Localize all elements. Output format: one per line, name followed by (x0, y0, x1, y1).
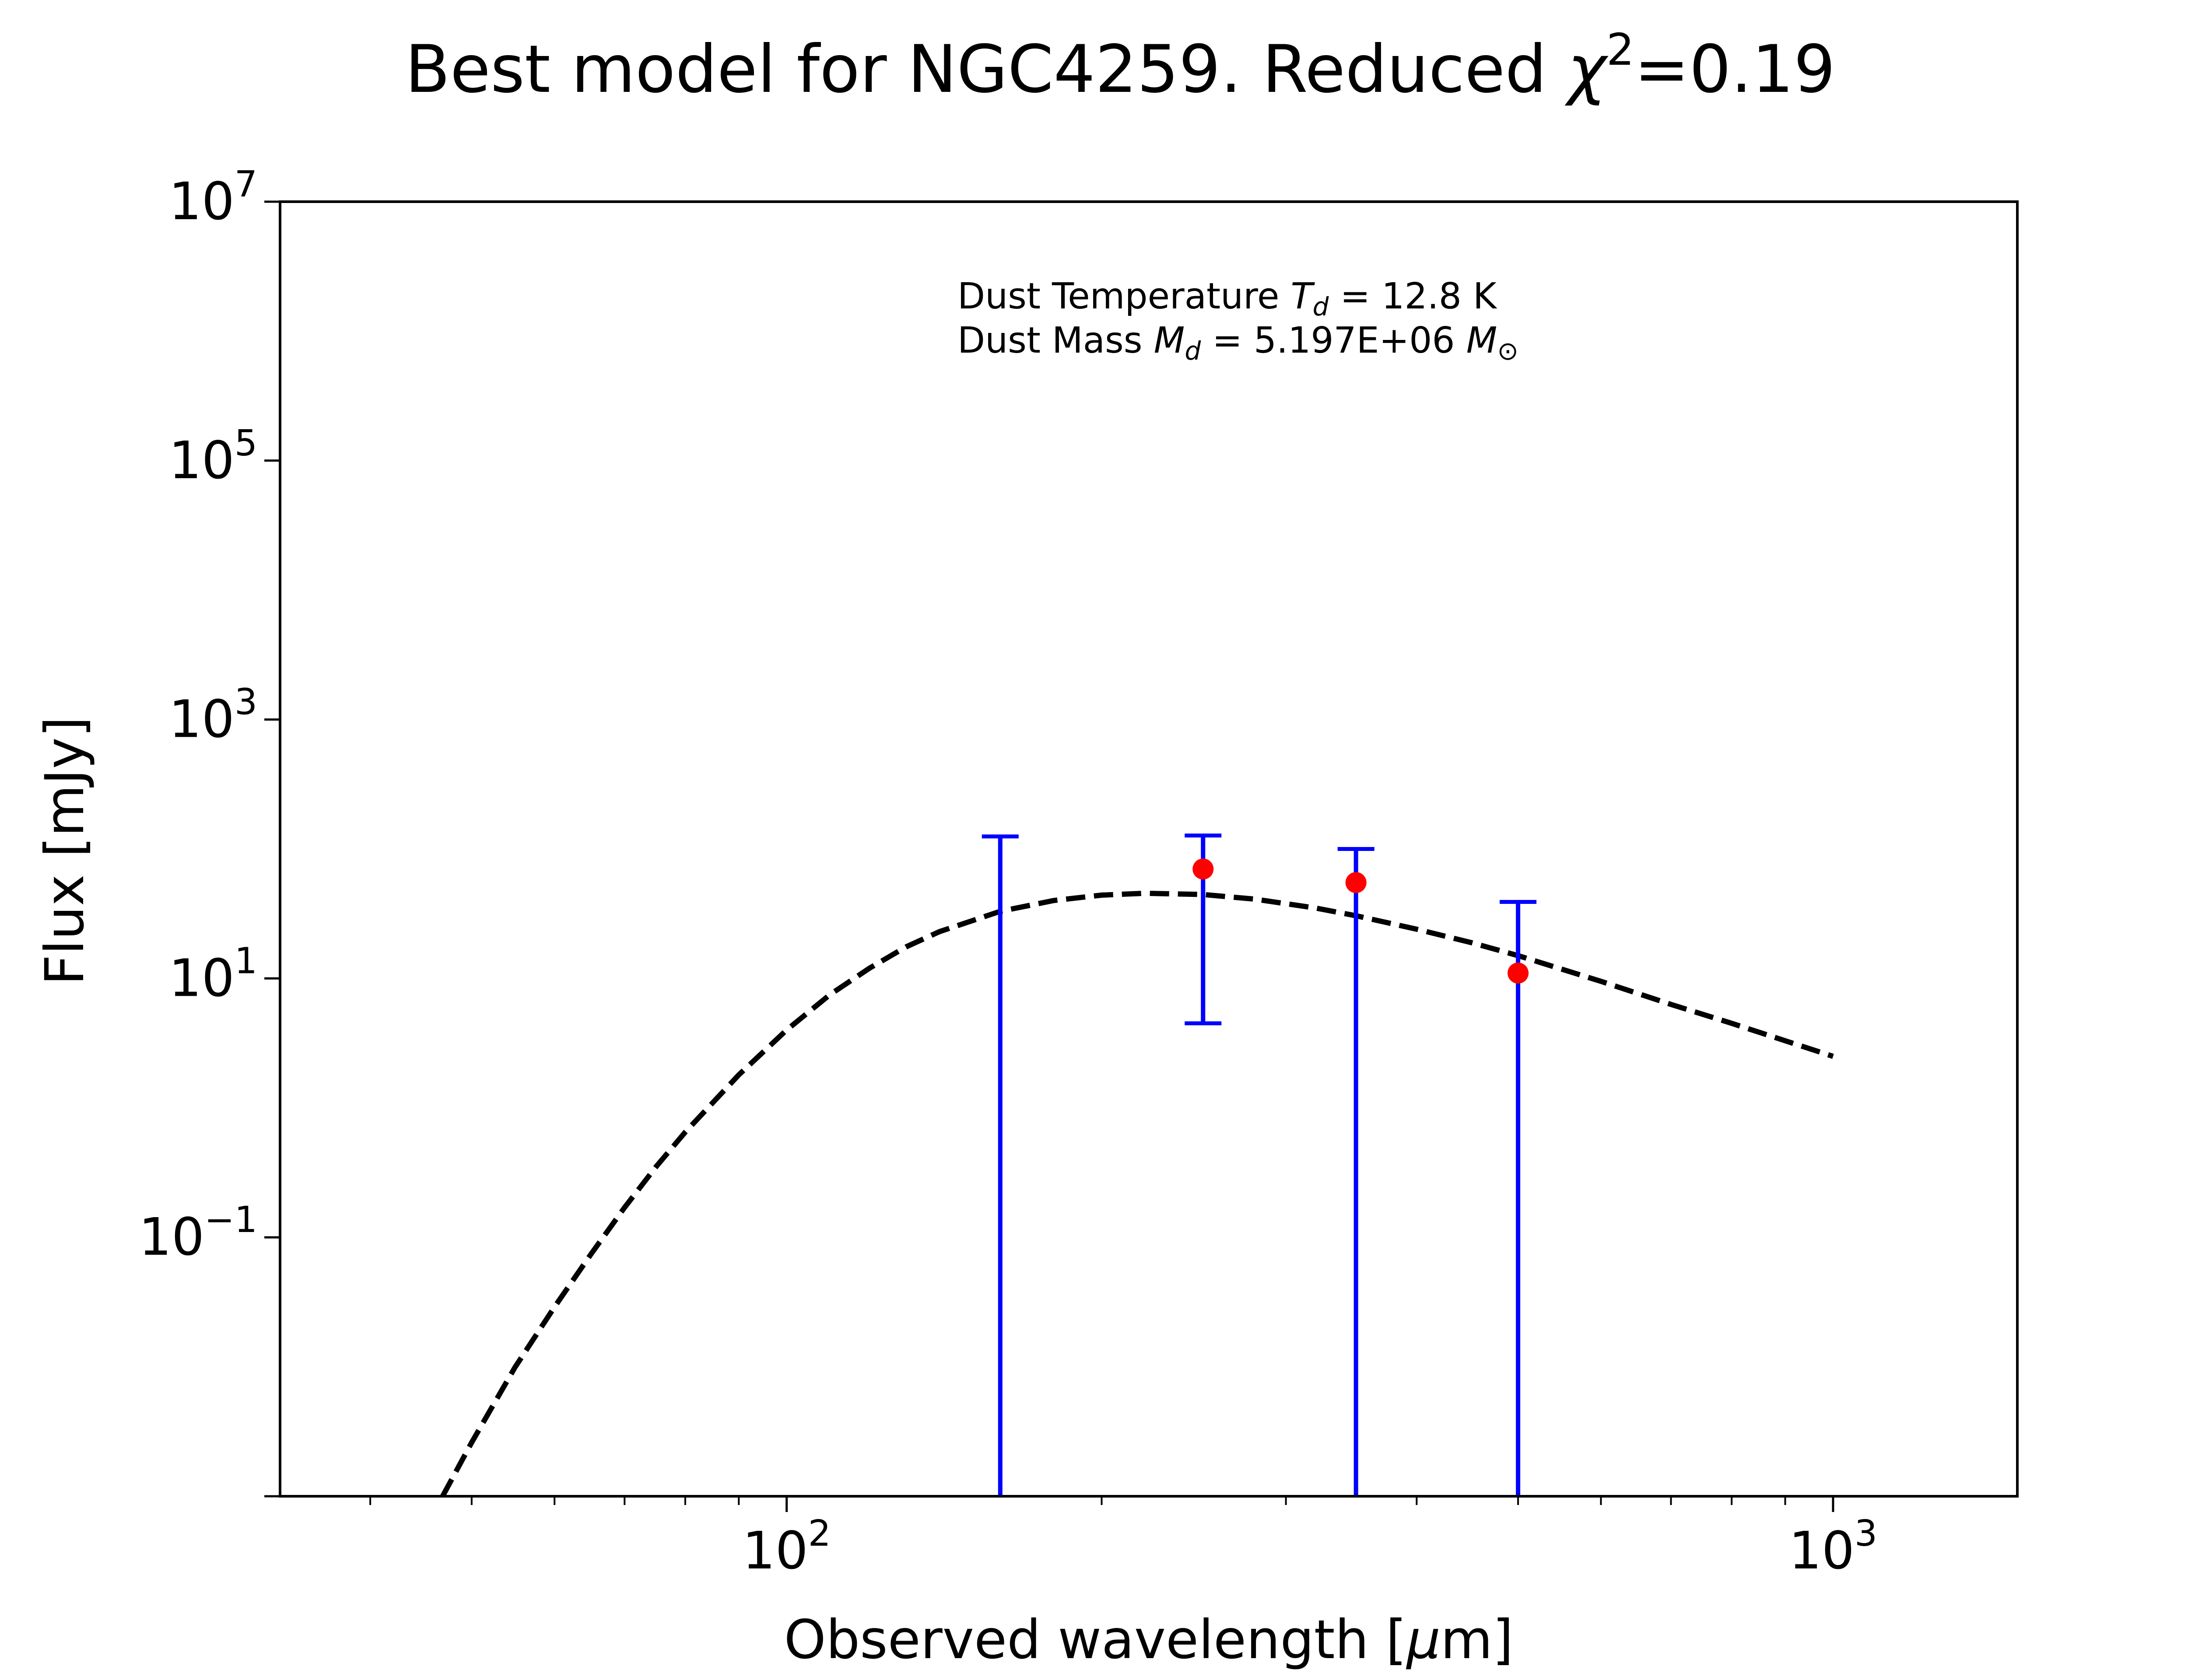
title-chi-power: 2 (1606, 24, 1634, 75)
x-axis-label-suffix: m] (1441, 1609, 1513, 1671)
annotation-temperature-prefix: Dust Temperature (957, 276, 1291, 317)
title-suffix: =0.19 (1634, 32, 1836, 108)
errorbar-layer (982, 833, 1537, 1496)
y-axis-ticks: 10−1 101 103 105 107 (139, 164, 280, 1498)
annotation-mass: Dust Mass Md = 5.197E+06 M⊙ (957, 320, 1518, 366)
annotation-temperature: Dust Temperature Td = 12.8 K (957, 276, 1497, 322)
x-tick-label: 102 (743, 1513, 831, 1581)
annotation-mass-middle: = 5.197E+06 (1201, 320, 1466, 361)
annotation-temperature-var: T (1291, 276, 1315, 317)
data-point (1508, 962, 1529, 984)
title-chi: χ (1564, 32, 1609, 108)
chart-title: Best model for NGC4259. Reduced χ2=0.19 (405, 24, 1836, 108)
annotation-temperature-suffix: = 12.8 K (1329, 276, 1497, 317)
x-axis-label: Observed wavelength [μm] (784, 1609, 1514, 1671)
y-tick-label: 10−1 (139, 1199, 257, 1267)
data-points-layer (1192, 858, 1529, 984)
title-prefix: Best model for NGC4259. Reduced (405, 32, 1568, 108)
y-tick-label: 101 (169, 940, 257, 1008)
annotation-temperature-sub: d (1313, 292, 1329, 322)
y-axis-label: Flux [mJy] (34, 717, 96, 986)
x-axis-ticks: 102 103 (369, 1496, 1877, 1581)
y-tick-label: 107 (169, 164, 257, 231)
annotation-mass-sub: d (1185, 336, 1201, 366)
x-axis-label-mu: μ (1406, 1609, 1441, 1671)
errorbar (982, 834, 1019, 1496)
data-point (1345, 872, 1367, 893)
errorbar (1337, 847, 1375, 1496)
errorbar (1500, 900, 1537, 1496)
x-tick-label: 103 (1789, 1513, 1877, 1581)
annotation-mass-sub2: ⊙ (1497, 336, 1518, 366)
annotation-mass-var: M (1154, 320, 1185, 361)
data-point (1192, 858, 1214, 880)
annotation-mass-var2: M (1466, 320, 1497, 361)
annotation-mass-prefix: Dust Mass (957, 320, 1154, 361)
y-tick-label: 103 (169, 682, 257, 749)
y-tick-label: 105 (169, 423, 257, 490)
plot-frame (279, 200, 2019, 1498)
x-axis-label-prefix: Observed wavelength [ (784, 1609, 1407, 1671)
